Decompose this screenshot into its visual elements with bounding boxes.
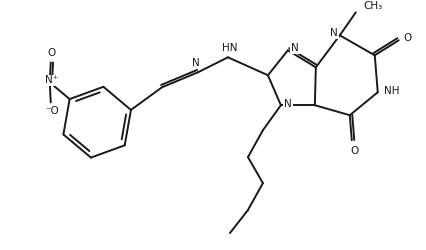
- Text: HN: HN: [222, 43, 238, 53]
- Text: ⁻O: ⁻O: [45, 106, 59, 116]
- Text: N: N: [330, 28, 338, 38]
- Text: N: N: [284, 99, 292, 109]
- Text: CH₃: CH₃: [364, 1, 383, 11]
- Text: O: O: [403, 33, 412, 43]
- Text: N⁺: N⁺: [45, 76, 58, 86]
- Text: O: O: [48, 48, 56, 58]
- Text: O: O: [351, 146, 359, 156]
- Text: N: N: [291, 43, 299, 53]
- Text: NH: NH: [384, 86, 400, 96]
- Text: N: N: [192, 58, 200, 68]
